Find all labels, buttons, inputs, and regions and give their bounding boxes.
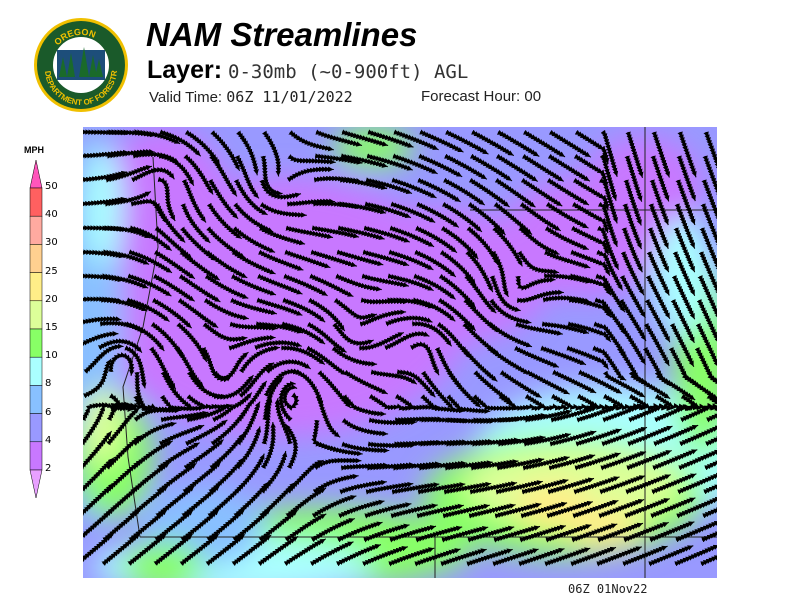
streamline bbox=[703, 472, 717, 495]
streamline bbox=[488, 322, 533, 348]
streamline bbox=[254, 339, 302, 351]
streamline bbox=[259, 179, 302, 200]
streamline bbox=[259, 201, 307, 218]
streamline bbox=[335, 273, 382, 292]
colorbar-tick-label: 25 bbox=[45, 265, 58, 277]
streamline bbox=[232, 226, 276, 253]
streamline bbox=[258, 225, 306, 246]
streamline bbox=[312, 473, 359, 495]
streamline bbox=[309, 273, 354, 298]
streamline bbox=[311, 495, 357, 519]
valid-time-label: Valid Time: bbox=[149, 89, 223, 106]
colorbar-tick-label: 4 bbox=[45, 434, 52, 446]
valid-time: Valid Time: 06Z 11/01/2022 bbox=[149, 88, 353, 106]
page-title: NAM Streamlines bbox=[146, 16, 418, 53]
streamline bbox=[516, 250, 560, 275]
streamline bbox=[313, 457, 362, 471]
colorbar-segment bbox=[29, 356, 43, 386]
colorbar-segment bbox=[29, 244, 43, 273]
streamline bbox=[706, 393, 717, 412]
wind-speed-region bbox=[83, 387, 123, 467]
streamline bbox=[203, 297, 249, 321]
forecast-hour-label: Forecast Hour: bbox=[421, 88, 521, 105]
wind-speed-region bbox=[83, 147, 123, 267]
streamline bbox=[331, 345, 378, 367]
streamline bbox=[104, 191, 152, 207]
streamline bbox=[700, 203, 717, 249]
streamline bbox=[341, 417, 389, 437]
streamline bbox=[83, 331, 119, 351]
streamlines bbox=[83, 129, 717, 567]
streamline bbox=[228, 334, 276, 351]
streamline bbox=[699, 227, 717, 273]
colorbar-tick-label: 2 bbox=[45, 463, 52, 474]
colorbar-segment bbox=[29, 328, 43, 358]
colorbar-unit: MPH bbox=[24, 145, 44, 155]
forecast-hour-value: 00 bbox=[524, 88, 542, 105]
streamline bbox=[698, 251, 717, 296]
streamline bbox=[680, 403, 717, 423]
colorbar-tick-label: 8 bbox=[45, 378, 52, 390]
streamline bbox=[701, 520, 717, 543]
streamline bbox=[341, 441, 390, 454]
colorbar-segment bbox=[29, 272, 43, 302]
colorbar-tick-label: 15 bbox=[45, 322, 58, 333]
streamline bbox=[703, 131, 717, 177]
colorbar-tick-label: 10 bbox=[45, 350, 58, 362]
colorbar-segment bbox=[29, 215, 43, 245]
colorbar-segment bbox=[29, 300, 43, 330]
streamline bbox=[700, 544, 717, 567]
wind-speed-region bbox=[563, 507, 643, 547]
streamline bbox=[701, 179, 717, 225]
colorbar-under-triangle bbox=[29, 469, 43, 499]
colorbar-tick-label: 6 bbox=[45, 406, 52, 418]
layer-label: Layer: bbox=[147, 56, 223, 84]
colorbar-over-triangle bbox=[29, 159, 43, 189]
streamline bbox=[705, 424, 717, 447]
streamline bbox=[343, 369, 388, 395]
streamline bbox=[83, 358, 112, 399]
streamline bbox=[83, 316, 122, 327]
valid-time-value: 06Z 11/01/2022 bbox=[226, 88, 353, 106]
streamline-map bbox=[83, 127, 717, 578]
colorbar-segment bbox=[29, 441, 43, 471]
colorbar-segment bbox=[29, 413, 43, 443]
streamline bbox=[702, 155, 717, 201]
wind-speed-colorbar bbox=[29, 159, 43, 499]
colorbar-segment bbox=[29, 385, 43, 414]
streamline bbox=[288, 130, 334, 152]
map-timestamp: 06Z 01Nov22 bbox=[568, 582, 648, 596]
forecast-hour: Forecast Hour: 00 bbox=[421, 88, 541, 105]
colorbar-segment bbox=[29, 187, 43, 217]
colorbar-tick-label: 20 bbox=[45, 293, 58, 305]
streamline bbox=[488, 298, 532, 325]
streamline bbox=[702, 496, 717, 519]
streamline bbox=[706, 403, 717, 423]
colorbar-tick-label: 40 bbox=[45, 209, 58, 221]
oregon-department-of-forestry-logo: OREGON DEPARTMENT OF FORESTRY bbox=[33, 17, 128, 112]
streamline bbox=[704, 448, 717, 471]
layer-info: Layer: 0-30mb (~0-900ft) AGL bbox=[147, 56, 468, 85]
streamline bbox=[359, 309, 407, 327]
streamline bbox=[516, 289, 564, 304]
streamline bbox=[286, 166, 334, 183]
streamline bbox=[706, 371, 717, 403]
colorbar-tick-label: 50 bbox=[45, 181, 58, 192]
streamline bbox=[231, 249, 276, 275]
colorbar-tick-label: 30 bbox=[45, 237, 58, 249]
streamline bbox=[342, 394, 387, 417]
streamline bbox=[694, 347, 717, 387]
layer-value: 0-30mb (~0-900ft) AGL bbox=[228, 61, 469, 83]
